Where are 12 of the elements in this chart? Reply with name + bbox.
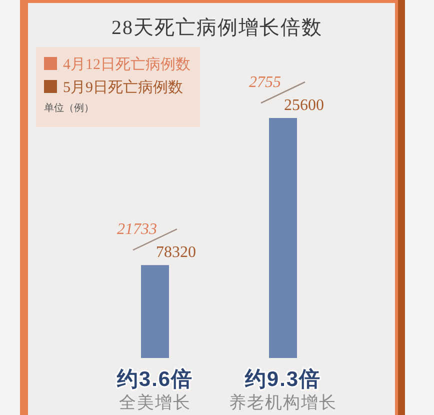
text: 21733 bbox=[117, 221, 157, 238]
data-label: 约9.3倍 bbox=[244, 367, 322, 391]
legend-label: 5月9日死亡病例数 bbox=[63, 79, 183, 96]
x-tick-label: 全美增长 bbox=[119, 393, 191, 412]
text: 78320 bbox=[156, 244, 196, 262]
text: 25600 bbox=[284, 97, 324, 114]
legend-label: 4月12日死亡病例数 bbox=[63, 56, 190, 73]
data-label: 约3.6倍 bbox=[116, 367, 194, 391]
text: 单位（例） bbox=[44, 102, 94, 114]
chart-title: 28天死亡病例增长倍数 bbox=[112, 17, 322, 39]
text: 2755 bbox=[249, 74, 281, 91]
x-tick-label: 养老机构增长 bbox=[229, 393, 337, 412]
